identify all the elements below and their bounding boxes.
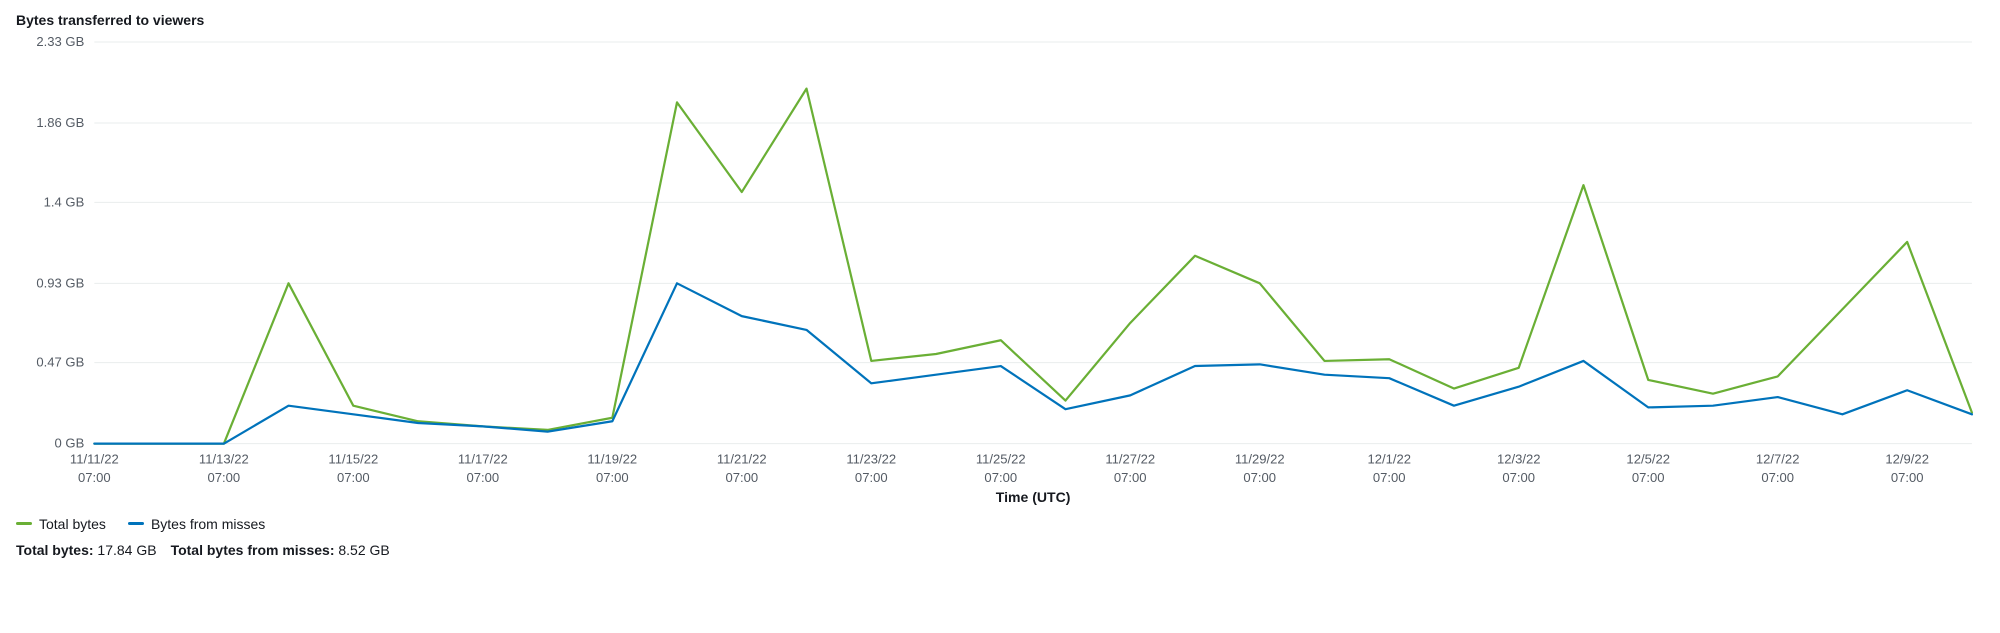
y-tick-label: 0.47 GB [36, 355, 84, 370]
y-tick-label: 0.93 GB [36, 275, 84, 290]
x-tick-label: 12/7/22 [1756, 452, 1800, 467]
x-tick-label: 07:00 [337, 470, 370, 485]
legend-swatch [128, 522, 144, 525]
x-tick-label: 07:00 [1243, 470, 1276, 485]
y-tick-label: 2.33 GB [36, 34, 84, 49]
total-label: Total bytes: [16, 542, 94, 558]
y-tick-label: 0 GB [55, 436, 85, 451]
x-tick-label: 07:00 [1373, 470, 1406, 485]
chart-svg: 0 GB 0.47 GB 0.93 GB 1.4 GB 1.86 GB 2.33 GB 11… [16, 34, 1984, 506]
x-tick-label: 11/11/22 [70, 452, 119, 467]
x-axis-title: Time (UTC) [996, 489, 1071, 505]
legend-label: Bytes from misses [151, 516, 265, 532]
legend-swatch [16, 522, 32, 525]
x-tick-label: 11/15/22 [328, 452, 378, 467]
x-tick-label: 07:00 [1114, 470, 1147, 485]
x-tick-label: 07:00 [1761, 470, 1794, 485]
chart-legend: Total bytes Bytes from misses Total bytes… [16, 516, 1984, 558]
y-tick-label: 1.86 GB [36, 115, 84, 130]
x-tick-label: 07:00 [1502, 470, 1535, 485]
x-tick-label: 11/13/22 [199, 452, 249, 467]
x-tick-label: 07:00 [78, 470, 111, 485]
chart-title: Bytes transferred to viewers [16, 12, 1984, 28]
x-tick-label: 12/5/22 [1626, 452, 1670, 467]
x-tick-label: 11/17/22 [458, 452, 508, 467]
x-tick-label: 12/3/22 [1497, 452, 1541, 467]
x-tick-label: 12/1/22 [1367, 452, 1411, 467]
x-tick-label: 11/27/22 [1105, 452, 1155, 467]
x-tick-label: 07:00 [208, 470, 241, 485]
x-tick-label: 07:00 [984, 470, 1017, 485]
x-tick-label: 07:00 [596, 470, 629, 485]
total-stat: Total bytes from misses: 8.52 GB [171, 542, 390, 558]
totals-row: Total bytes: 17.84 GB Total bytes from mi… [16, 542, 1984, 558]
x-tick-label: 11/29/22 [1235, 452, 1285, 467]
x-tick-label: 11/25/22 [976, 452, 1026, 467]
x-tick-label: 07:00 [1632, 470, 1665, 485]
x-tick-label: 11/23/22 [846, 452, 896, 467]
series-line [94, 89, 1972, 444]
x-tick-label: 07:00 [466, 470, 499, 485]
x-tick-label: 07:00 [855, 470, 888, 485]
y-tick-label: 1.4 GB [44, 194, 85, 209]
x-tick-label: 07:00 [1891, 470, 1924, 485]
bytes-chart: 0 GB 0.47 GB 0.93 GB 1.4 GB 1.86 GB 2.33 GB 11… [16, 34, 1984, 506]
x-tick-label: 07:00 [725, 470, 758, 485]
x-tick-label: 12/9/22 [1885, 452, 1929, 467]
x-tick-label: 11/19/22 [587, 452, 637, 467]
total-label: Total bytes from misses: [171, 542, 335, 558]
legend-label: Total bytes [39, 516, 106, 532]
legend-item[interactable]: Bytes from misses [128, 516, 265, 532]
series-line [94, 283, 1972, 443]
legend-item[interactable]: Total bytes [16, 516, 106, 532]
total-stat: Total bytes: 17.84 GB [16, 542, 157, 558]
x-tick-label: 11/21/22 [717, 452, 767, 467]
